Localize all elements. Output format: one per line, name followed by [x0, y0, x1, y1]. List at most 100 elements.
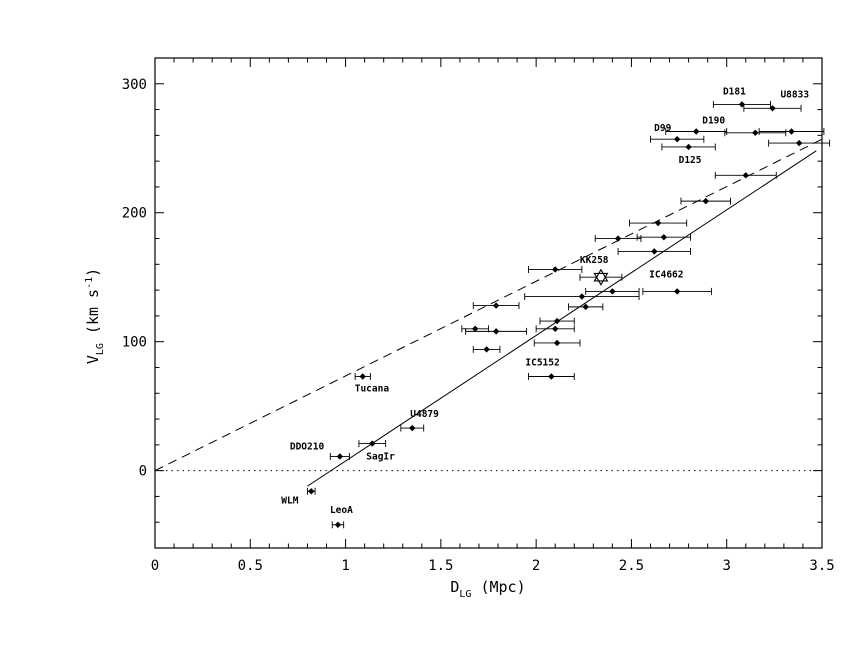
data-point	[465, 327, 528, 335]
fit-lines	[155, 138, 822, 487]
x-tick-label: 0.5	[238, 558, 263, 574]
data-point	[724, 129, 787, 137]
data-point	[636, 233, 691, 241]
point-marker	[693, 128, 700, 135]
point-marker	[673, 136, 681, 143]
point-label: U4879	[410, 409, 439, 420]
data-point: D181	[712, 86, 771, 108]
point-label: SagIr	[366, 452, 395, 463]
data-point: D99	[650, 123, 705, 143]
point-marker	[359, 373, 366, 380]
point-marker	[788, 128, 795, 135]
data-point	[594, 235, 642, 243]
point-marker	[483, 346, 490, 353]
data-point: D125	[661, 143, 716, 166]
data-point: KK258	[579, 255, 623, 286]
data-point: IC5152	[525, 358, 575, 380]
point-label: U8833	[780, 89, 809, 100]
point-marker	[673, 288, 681, 295]
point-marker	[742, 172, 749, 179]
data-point	[535, 325, 575, 333]
point-marker	[582, 303, 589, 311]
data-point: DDO210	[290, 441, 350, 460]
data-point	[768, 139, 831, 147]
point-label: Tucana	[355, 384, 390, 395]
point-label: IC4662	[649, 269, 683, 280]
solid-line	[307, 150, 817, 487]
data-point: LeoA	[330, 505, 353, 529]
data-point: WLM	[281, 487, 316, 506]
point-marker	[685, 143, 692, 151]
x-tick-label: 2.5	[619, 558, 644, 574]
plot-area-frame	[154, 57, 823, 549]
data-point	[568, 303, 604, 311]
dashed-line	[155, 138, 822, 472]
point-marker	[752, 129, 759, 136]
data-point	[539, 317, 575, 325]
point-marker	[660, 234, 668, 241]
y-axis-title: VLG (km s-1)	[84, 268, 106, 364]
x-tick-label: 2	[532, 558, 540, 574]
x-tick-label: 1	[341, 558, 349, 574]
point-marker	[409, 424, 416, 432]
data-point: U4879	[400, 409, 439, 432]
data-point: IC4662	[642, 269, 712, 295]
point-marker	[609, 288, 616, 295]
point-marker	[654, 219, 662, 227]
point-marker	[553, 317, 561, 325]
point-label: D99	[654, 123, 671, 134]
point-marker	[308, 488, 315, 495]
data-point	[680, 197, 731, 205]
point-marker	[738, 101, 746, 108]
axis-ticks: 0 0.5 1 1.5 2 2.5 3 3.5 0 100 200 300	[122, 57, 835, 574]
point-marker	[369, 440, 376, 447]
data-points: WLM LeoA DDO210 SagIr Tucana U4879 IC5152 KK258…	[281, 86, 831, 529]
data-point	[714, 171, 777, 179]
data-point	[629, 219, 688, 227]
y-tick-label: 200	[122, 206, 147, 222]
y-tick-label: 100	[122, 335, 147, 351]
point-marker	[651, 248, 658, 255]
point-marker	[492, 328, 500, 335]
point-marker	[471, 325, 479, 332]
star-marker	[593, 272, 609, 286]
point-marker	[334, 521, 342, 528]
x-axis-title: DLG (Mpc)	[450, 578, 525, 600]
data-point: U8833	[743, 89, 809, 112]
data-point	[524, 293, 640, 301]
data-point: Tucana	[354, 373, 390, 395]
data-point	[585, 287, 640, 295]
point-label: WLM	[281, 495, 298, 506]
data-point	[528, 265, 583, 273]
point-label: LeoA	[330, 505, 353, 516]
data-point: D190	[665, 116, 728, 135]
point-marker	[336, 453, 344, 460]
point-marker	[795, 139, 803, 147]
point-label: DDO210	[290, 441, 325, 452]
data-point	[617, 247, 691, 255]
point-marker	[548, 373, 555, 380]
point-label: IC5152	[525, 358, 559, 369]
point-label: KK258	[580, 255, 609, 266]
x-tick-label: 3	[722, 558, 730, 574]
data-point	[472, 302, 520, 310]
data-point	[533, 339, 581, 347]
data-point	[472, 345, 501, 353]
data-point: SagIr	[358, 440, 395, 463]
point-marker	[769, 105, 776, 112]
point-marker	[552, 266, 559, 273]
point-marker	[552, 325, 559, 332]
x-tick-label: 1.5	[428, 558, 453, 574]
data-point	[758, 128, 825, 135]
point-label: D125	[679, 155, 702, 166]
point-marker	[492, 302, 500, 309]
plot-frame	[154, 57, 823, 549]
point-marker	[578, 293, 586, 300]
point-marker	[702, 197, 709, 205]
point-marker	[614, 235, 622, 242]
point-label: D190	[702, 116, 725, 127]
star-marker	[593, 268, 609, 282]
y-tick-label: 300	[122, 77, 147, 93]
x-tick-label: 0	[151, 558, 159, 574]
